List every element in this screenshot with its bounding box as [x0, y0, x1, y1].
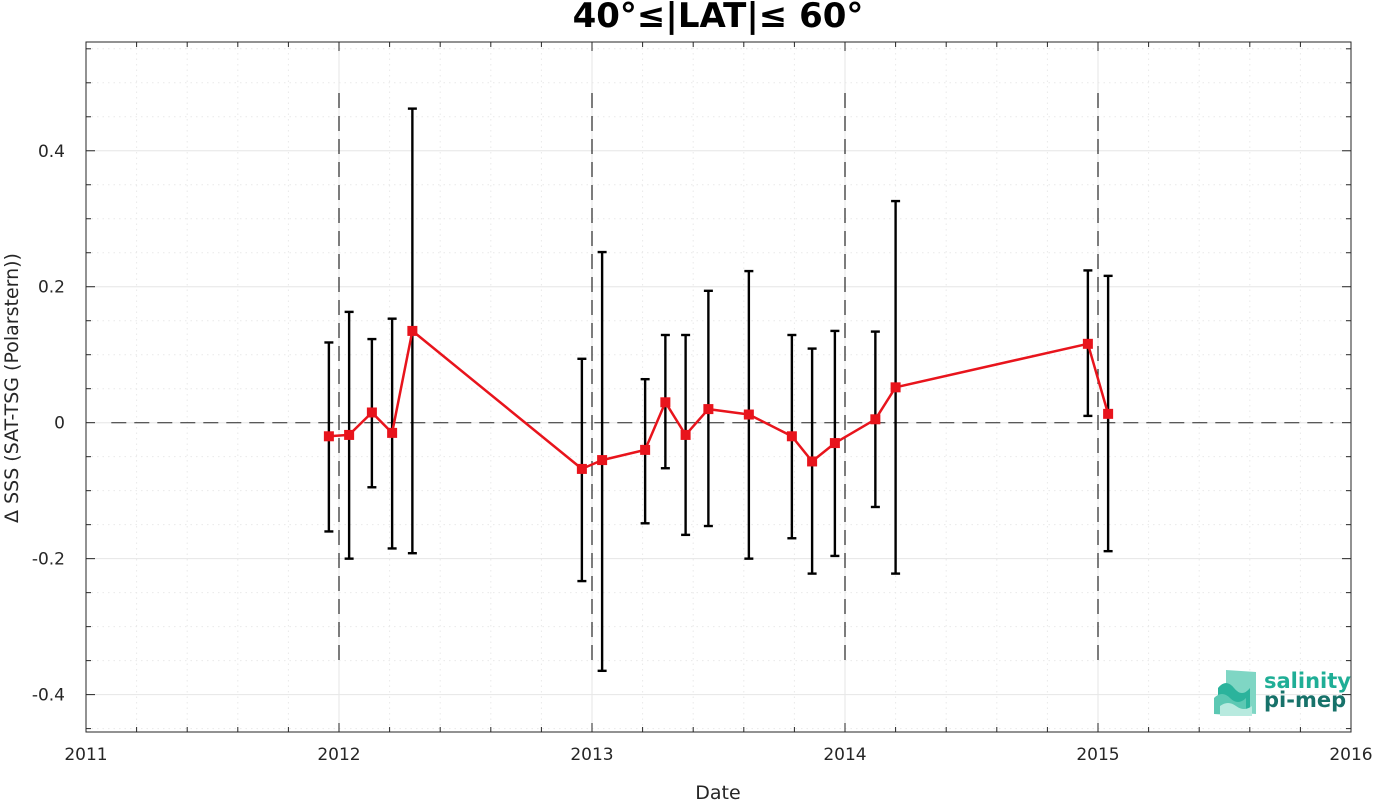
y-axis-label: Δ SSS (SAT-TSG (Polarstern)) — [1, 253, 23, 523]
x-tick-label: 2011 — [64, 745, 107, 765]
data-point — [344, 429, 355, 440]
y-tick-label: -0.2 — [32, 550, 65, 570]
data-point — [597, 455, 608, 466]
x-tick-label: 2013 — [570, 745, 613, 765]
y-tick-label: 0.4 — [38, 142, 65, 162]
x-axis-label: Date — [695, 782, 740, 801]
logo-text-pi-mep: pi-mep — [1264, 688, 1346, 712]
logo-text-salinity: salinity — [1264, 669, 1351, 693]
data-point — [786, 431, 797, 442]
plot-frame — [85, 41, 1352, 733]
series — [323, 325, 1114, 474]
data-point — [366, 407, 377, 418]
data-point — [323, 431, 334, 442]
x-tick-label: 2014 — [823, 745, 866, 765]
data-point — [743, 409, 754, 420]
data-point — [829, 438, 840, 449]
x-tick-label: 2015 — [1076, 745, 1119, 765]
data-point — [1103, 408, 1114, 419]
data-point — [890, 382, 901, 393]
data-point — [576, 463, 587, 474]
y-tick-label: -0.4 — [32, 686, 65, 706]
y-tick-label: 0 — [54, 414, 65, 434]
data-point — [387, 427, 398, 438]
data-point — [660, 397, 671, 408]
data-point — [703, 404, 714, 415]
y-tick-label: 0.2 — [38, 278, 65, 298]
data-point — [1082, 338, 1093, 349]
data-point — [407, 325, 418, 336]
data-point — [680, 429, 691, 440]
data-point — [640, 444, 651, 455]
data-point — [807, 456, 818, 467]
data-point — [870, 414, 881, 425]
tick-labels: 2011 2012 2013 2014 2015 2016 -0.4 -0.2 0 0.2 0.4 — [32, 142, 1373, 765]
logo-wave-icon — [1214, 670, 1256, 716]
x-tick-label: 2016 — [1329, 745, 1372, 765]
x-tick-label: 2012 — [317, 745, 360, 765]
chart-title: 40°≤|LAT|≤ 60° — [573, 0, 864, 36]
salinity-pi-mep-logo: salinity pi-mep — [1214, 669, 1351, 716]
ticks — [85, 42, 1352, 732]
